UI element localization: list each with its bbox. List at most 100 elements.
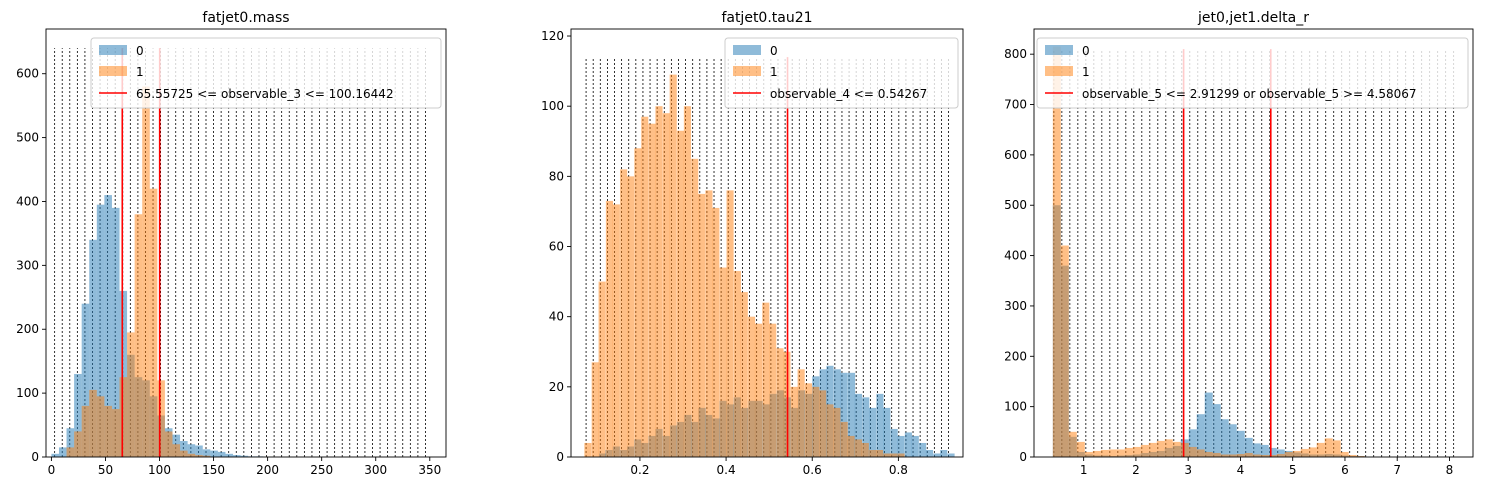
bar-0-2: [66, 428, 75, 457]
bar-1-1: [74, 431, 82, 457]
bar-0-43: [904, 432, 912, 457]
bar-0-28: [1276, 449, 1285, 457]
x-tick-label: 50: [98, 463, 113, 477]
legend-swatch-1: [733, 66, 761, 76]
legend-box: [724, 37, 959, 109]
bar-1-9: [1124, 447, 1133, 457]
y-tick-label: 400: [16, 194, 39, 208]
bar-0-21: [210, 450, 218, 457]
legend-label-0: 0: [1082, 44, 1090, 58]
bar-1-16: [1180, 442, 1189, 457]
x-tick-label: 100: [148, 463, 171, 477]
y-tick-label: 40: [549, 310, 564, 324]
dotted-lines: [1053, 49, 1455, 457]
bar-1-4: [1084, 451, 1093, 457]
bar-0-22: [1228, 424, 1237, 457]
bar-1-16: [698, 193, 706, 457]
bar-1-37: [847, 435, 855, 457]
bar-1-13: [164, 431, 173, 457]
bar-1-1: [1060, 245, 1069, 457]
bar-0-47: [933, 453, 941, 457]
x-tick-label: 0.8: [889, 463, 908, 477]
legend-swatch-1: [99, 66, 127, 76]
bar-1-34: [1324, 438, 1333, 457]
bar-1-4: [612, 204, 620, 457]
y-tick-label: 600: [1004, 148, 1027, 162]
axes-frame: [1033, 28, 1474, 458]
legend-label-0: 0: [770, 44, 778, 58]
bar-1-9: [134, 214, 143, 457]
bar-1-36: [840, 421, 848, 457]
bar-1-32: [1308, 447, 1317, 457]
bar-1-2: [81, 405, 90, 457]
legend-label-0: 0: [136, 44, 144, 58]
bar-1-30: [797, 369, 805, 457]
bar-1-22: [1228, 454, 1237, 457]
bar-1-12: [157, 380, 165, 457]
bar-1-14: [1164, 439, 1173, 457]
bar-1-11: [662, 113, 670, 458]
bar-1-27: [1268, 454, 1277, 457]
bar-0-45: [919, 442, 927, 457]
bar-0-26: [1260, 444, 1269, 457]
x-tick-label: 1: [1080, 463, 1088, 477]
bar-0-17: [180, 441, 188, 457]
bar-0-21: [1220, 419, 1229, 457]
x-tick-label: 2: [1132, 463, 1140, 477]
x-tick-label: 0.6: [803, 463, 822, 477]
bar-0-23: [225, 453, 234, 457]
bar-1-18: [202, 455, 211, 457]
y-tick-label: 500: [1004, 198, 1027, 212]
chart-panel-2: 1 2 3 4 5 6 7 8 0 100 200 300 400 500 600 700 800 jet0,je…: [1004, 10, 1474, 477]
bar-0-3: [74, 373, 82, 457]
bar-0-49: [947, 453, 955, 457]
chart-panel-1: 0.2 0.4 0.6 0.8 0 20 40 60 80 100 120 fatjet0.tau21…: [541, 10, 964, 477]
bar-0-40: [883, 407, 891, 457]
bar-1-0: [584, 442, 592, 457]
x-tick-label: 250: [310, 463, 333, 477]
bar-1-5: [620, 169, 628, 457]
bar-0-24: [1244, 437, 1253, 457]
y-tick-label: 100: [541, 99, 564, 113]
bar-1-14: [172, 444, 181, 457]
bar-0-19: [1204, 392, 1213, 457]
bar-0-20: [1212, 404, 1221, 457]
y-tick-label: 300: [16, 258, 39, 272]
legend: 0 1 observable_5 <= 2.91299 or observable_…: [1036, 37, 1469, 109]
x-tick-label: 3: [1184, 463, 1192, 477]
bar-0-34: [840, 372, 848, 457]
legend: 0 1 observable_4 <= 0.54267: [724, 37, 959, 109]
bar-1-5: [1092, 450, 1101, 457]
bar-1-27: [776, 348, 784, 457]
bar-1-26: [769, 323, 777, 457]
bar-1-15: [1172, 441, 1181, 457]
bar-1-31: [804, 383, 813, 457]
bar-0-19: [195, 445, 203, 457]
y-tick-label: 0: [31, 450, 39, 464]
bar-1-21: [1220, 454, 1229, 457]
bar-0-48: [940, 449, 948, 457]
x-tick-label: 150: [202, 463, 225, 477]
bar-1-13: [676, 130, 685, 457]
bar-1-18: [712, 207, 720, 457]
axes-frame: [570, 28, 964, 458]
x-tick-label: 4: [1237, 463, 1245, 477]
x-tick-label: 5: [1289, 463, 1297, 477]
bar-0-24: [233, 455, 241, 457]
bar-1-20: [726, 190, 734, 457]
bar-1-34: [826, 404, 834, 457]
bar-1-43: [890, 453, 898, 457]
bar-1-6: [1100, 449, 1109, 457]
bar-1-7: [1108, 449, 1117, 457]
bar-1-25: [1252, 454, 1261, 457]
chart-title: fatjet0.mass: [202, 10, 289, 26]
bar-0-6: [96, 204, 105, 457]
bar-0-36: [854, 393, 862, 457]
bar-1-24: [754, 323, 763, 457]
chart-title: fatjet0.tau21: [721, 10, 812, 26]
y-tick-label: 80: [549, 169, 564, 183]
bar-0-23: [1236, 430, 1245, 457]
bar-0-7: [104, 195, 112, 458]
bar-1-18: [1196, 449, 1205, 457]
